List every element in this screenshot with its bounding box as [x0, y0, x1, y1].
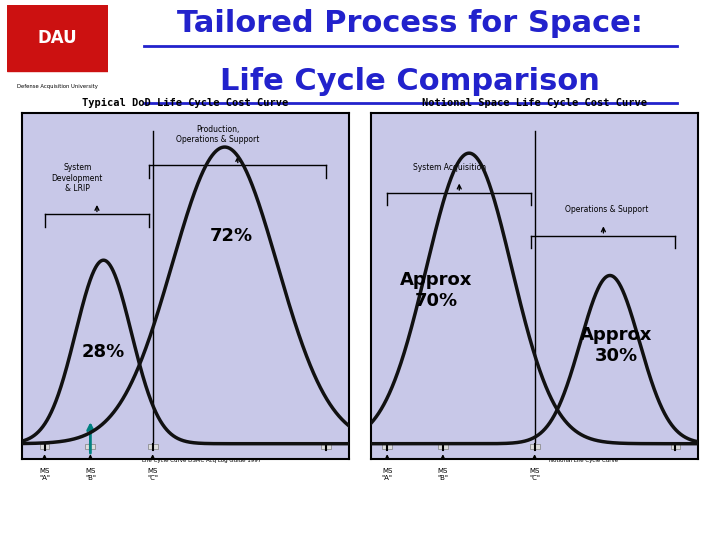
- Text: Approx
70%: Approx 70%: [400, 272, 472, 310]
- Text: Notional Life Cycle Curve: Notional Life Cycle Curve: [549, 458, 618, 463]
- Text: Tailored Process for Space:: Tailored Process for Space:: [177, 9, 644, 38]
- Bar: [321, 444, 331, 449]
- Text: DAU: DAU: [37, 29, 78, 46]
- Title: Typical DoD Life Cycle Cost Curve: Typical DoD Life Cycle Cost Curve: [82, 98, 289, 109]
- Text: Approx
30%: Approx 30%: [580, 327, 653, 365]
- Text: 28%: 28%: [82, 343, 125, 361]
- Text: Defense Acquisition University: Defense Acquisition University: [17, 84, 98, 89]
- Bar: [40, 444, 50, 449]
- Bar: [86, 444, 95, 449]
- Text: MS
"B": MS "B": [85, 468, 96, 481]
- Text: System Acquisition: System Acquisition: [413, 163, 486, 172]
- Bar: [530, 444, 539, 449]
- Bar: [670, 444, 680, 449]
- Text: MS
"A": MS "A": [39, 468, 50, 481]
- Bar: [382, 444, 392, 449]
- Text: MS
"C": MS "C": [147, 468, 158, 481]
- Text: 72%: 72%: [210, 227, 253, 245]
- Text: Life Cycle Curve DSMC Acq Log Guide 1997: Life Cycle Curve DSMC Acq Log Guide 1997: [142, 458, 261, 463]
- Bar: [7, 5, 108, 71]
- Text: Production,
Operations & Support: Production, Operations & Support: [176, 125, 260, 144]
- Text: MS
"A": MS "A": [382, 468, 392, 481]
- Bar: [148, 444, 158, 449]
- Title: Notional Space Life Cycle Cost Curve: Notional Space Life Cycle Cost Curve: [422, 98, 647, 109]
- Text: MS
"C": MS "C": [529, 468, 540, 481]
- Text: MS
"B": MS "B": [437, 468, 449, 481]
- Text: Operations & Support: Operations & Support: [565, 205, 648, 214]
- Bar: [438, 444, 448, 449]
- Text: System
Development
& LRIP: System Development & LRIP: [52, 163, 103, 193]
- Text: Life Cycle Comparison: Life Cycle Comparison: [220, 66, 600, 96]
